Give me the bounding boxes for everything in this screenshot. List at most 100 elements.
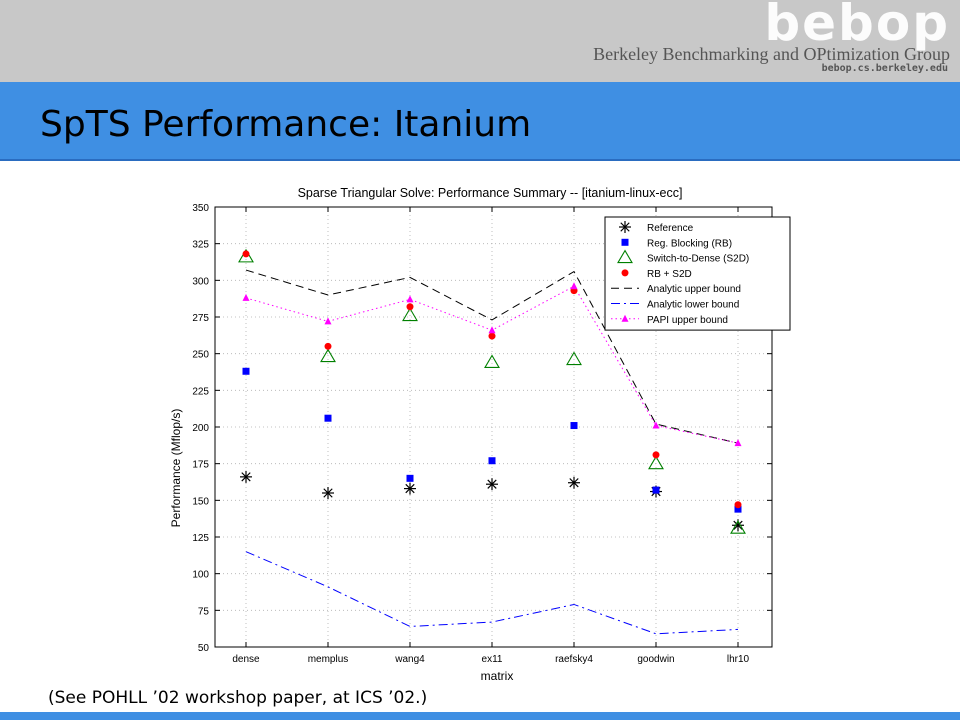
y-tick-label: 275	[192, 313, 209, 324]
data-point-s1-1	[324, 414, 332, 422]
square-shape	[734, 505, 742, 513]
y-tick-label: 300	[192, 276, 209, 287]
header-band: bebop Berkeley Benchmarking and OPtimiza…	[0, 0, 960, 82]
data-point-s3-1	[324, 342, 332, 350]
asterisk-stroke	[733, 520, 743, 530]
data-point-s3-2	[406, 303, 414, 311]
asterisk-stroke	[241, 472, 251, 482]
data-point-s1-6	[734, 505, 742, 513]
triangle-filled-shape	[621, 314, 629, 322]
y-axis-label: Performance (Mflop/s)	[169, 409, 183, 528]
square-shape	[488, 457, 496, 465]
triangle-filled-shape	[406, 295, 414, 303]
data-point-s6-3	[488, 326, 496, 334]
triangle-shape	[730, 520, 746, 534]
square-shape	[652, 486, 660, 494]
legend-marker	[621, 269, 629, 277]
circle-shape	[242, 250, 250, 258]
data-point-s0-1	[322, 487, 334, 499]
y-tick-label: 150	[192, 496, 209, 507]
x-tick-label: ex11	[482, 654, 503, 665]
legend: Reference Reg. Blocking (RB) Switch-to-Den…	[604, 216, 791, 331]
chart-frame: Sparse Triangular Solve: Performance Sum…	[150, 175, 800, 685]
circle-shape	[621, 269, 629, 277]
legend-label: PAPI upper bound	[647, 315, 728, 326]
x-tick-label: goodwin	[637, 654, 674, 665]
group-name: Berkeley Benchmarking and OPtimization G…	[593, 44, 950, 64]
y-tick-label: 225	[192, 386, 209, 397]
triangle-shape	[484, 354, 500, 369]
data-point-s1-4	[570, 422, 578, 430]
triangle-filled-shape	[652, 421, 660, 429]
x-tick-label: lhr10	[727, 654, 750, 665]
bebop-logo: bebop	[764, 0, 950, 52]
series	[238, 248, 746, 635]
square-shape	[406, 474, 414, 482]
data-point-s2-4	[566, 351, 582, 366]
triangle-filled-shape	[324, 317, 332, 325]
data-point-s3-3	[488, 332, 496, 340]
asterisk-stroke	[620, 222, 630, 232]
legend-label: Analytic upper bound	[647, 284, 741, 295]
data-point-s0-4	[568, 476, 580, 489]
legend-label: Switch-to-Dense (S2D)	[647, 254, 749, 265]
circle-shape	[406, 303, 414, 311]
data-point-s2-6	[730, 520, 746, 534]
square-shape	[324, 414, 332, 422]
y-tick-label: 50	[198, 643, 210, 654]
data-point-s6-2	[406, 295, 414, 303]
y-tick-label: 325	[192, 240, 209, 251]
data-point-s0-6	[732, 519, 744, 532]
data-point-s3-6	[734, 501, 742, 509]
group-url: bebop.cs.berkeley.edu	[821, 63, 948, 74]
y-tick-label: 125	[192, 533, 209, 544]
triangle-filled-shape	[488, 326, 496, 334]
series-line-5	[245, 551, 739, 635]
legend-label: RB + S2D	[647, 269, 692, 280]
circle-shape	[324, 342, 332, 350]
data-point-s6-6	[734, 439, 742, 447]
triangle-shape	[648, 455, 664, 470]
x-axis-label: matrix	[481, 669, 514, 683]
legend-label: Reg. Blocking (RB)	[647, 238, 732, 249]
series-line-4	[245, 269, 739, 444]
circle-shape	[652, 451, 660, 459]
data-point-s3-0	[242, 250, 250, 258]
data-point-s1-2	[406, 474, 414, 482]
x-tick-label: memplus	[308, 654, 349, 665]
data-point-s0-3	[486, 478, 498, 491]
data-point-s2-2	[402, 307, 418, 322]
performance-chart: Sparse Triangular Solve: Performance Sum…	[150, 175, 800, 685]
triangle-shape	[320, 348, 336, 363]
square-shape	[621, 238, 629, 246]
data-point-s6-5	[652, 421, 660, 429]
data-point-s0-0	[240, 470, 252, 483]
triangle-shape	[566, 351, 582, 366]
asterisk-stroke	[487, 479, 497, 489]
square-shape	[570, 422, 578, 430]
data-point-s6-1	[324, 317, 332, 325]
x-tick-label: raefsky4	[555, 654, 593, 665]
legend-marker	[621, 238, 629, 246]
x-tick-label: wang4	[394, 654, 425, 665]
footnote: (See POHLL ’02 workshop paper, at ICS ’0…	[48, 688, 428, 708]
triangle-shape	[617, 249, 633, 264]
asterisk-stroke	[405, 483, 415, 494]
legend-marker	[621, 314, 629, 322]
y-tick-label: 100	[192, 570, 209, 581]
bottom-band	[0, 712, 960, 720]
x-tick-label: dense	[232, 654, 260, 665]
title-band: SpTS Performance: Itanium	[0, 82, 960, 161]
circle-shape	[734, 501, 742, 509]
data-point-s6-4	[570, 282, 578, 290]
axes: 50 75 100 125 150 175 200 225 250 275 300 325 350 den…	[192, 203, 773, 665]
data-point-s3-5	[652, 451, 660, 459]
data-point-s2-0	[238, 248, 254, 263]
triangle-filled-shape	[570, 282, 578, 290]
triangle-filled-shape	[734, 439, 742, 447]
legend-label: Analytic lower bound	[647, 300, 739, 311]
square-shape	[242, 367, 250, 375]
y-tick-label: 175	[192, 460, 209, 471]
data-point-s1-5	[652, 486, 660, 494]
data-point-s1-3	[488, 457, 496, 465]
